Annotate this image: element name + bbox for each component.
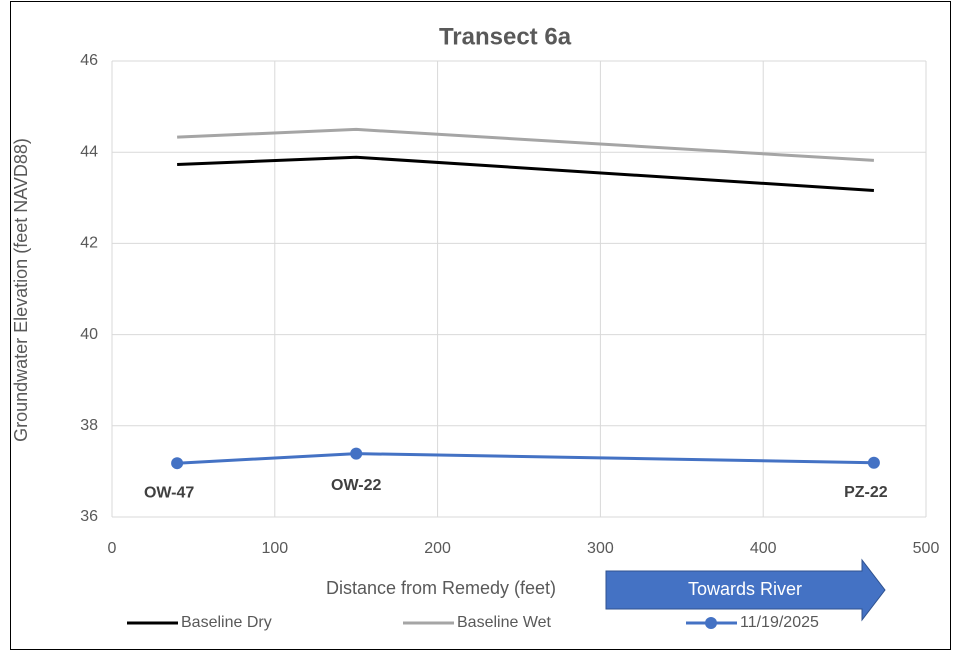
- chart-border: [10, 1, 951, 650]
- y-axis-label: Groundwater Elevation (feet NAVD88): [11, 138, 31, 442]
- y-tick-label: 46: [80, 52, 98, 69]
- legend-marker: [705, 617, 717, 629]
- y-tick-label: 40: [80, 326, 98, 343]
- annotation: OW-22: [331, 477, 381, 494]
- y-tick-label: 44: [80, 143, 98, 160]
- x-tick-label: 300: [587, 540, 614, 557]
- arrow-label: Towards River: [688, 579, 802, 599]
- point: [171, 457, 184, 470]
- x-tick-label: 0: [108, 540, 117, 557]
- x-tick-label: 400: [750, 540, 777, 557]
- series-line: [177, 155, 875, 193]
- chart-title: Transect 6a: [439, 23, 572, 50]
- x-tick-label: 100: [261, 540, 288, 557]
- annotation: PZ-22: [844, 484, 888, 501]
- x-tick-label: 500: [913, 540, 940, 557]
- legend-label: Baseline Wet: [457, 614, 552, 631]
- point: [867, 456, 880, 469]
- y-tick-label: 38: [80, 417, 98, 434]
- point: [350, 447, 363, 460]
- annotation: OW-47: [144, 484, 194, 501]
- y-tick-label: 36: [80, 508, 98, 525]
- y-tick-label: 42: [80, 235, 98, 252]
- legend-label: Baseline Dry: [181, 614, 272, 631]
- series-line: [177, 127, 874, 162]
- direction-arrow: [605, 558, 886, 622]
- legend-label: 11/19/2025: [740, 614, 819, 631]
- x-axis-label: Distance from Remedy (feet): [326, 578, 556, 598]
- x-tick-label: 200: [424, 540, 451, 557]
